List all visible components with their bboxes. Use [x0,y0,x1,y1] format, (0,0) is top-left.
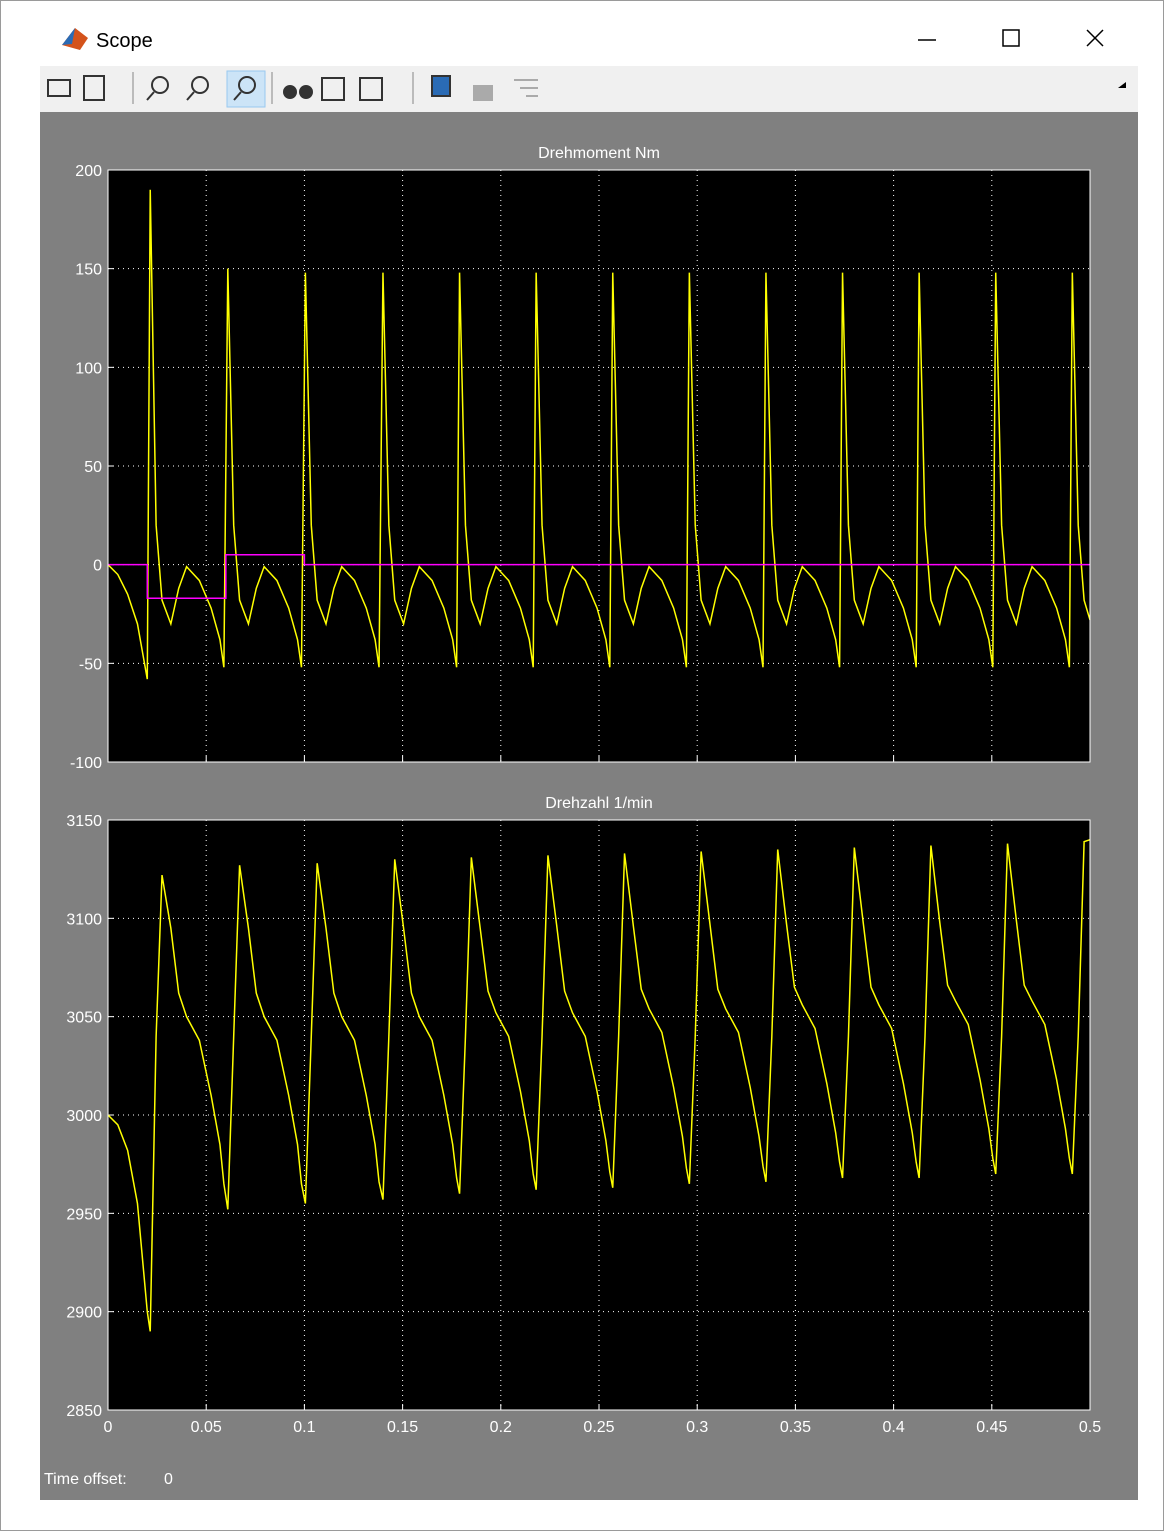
x-tick-label: 0.45 [976,1419,1007,1436]
y-tick-label: 100 [75,360,102,377]
x-tick-label: 0.35 [780,1419,811,1436]
y-tick-label: 3000 [66,1108,102,1125]
restore-axes-button[interactable] [359,77,383,101]
signal-selection-button[interactable] [514,79,538,97]
y-tick-label: 150 [75,262,102,279]
axes-frame [107,819,1091,1411]
y-tick-label: 50 [84,459,102,476]
time-offset-value: 0 [164,1471,173,1488]
x-tick-label: 0.1 [293,1419,315,1436]
autoscale-button[interactable] [283,85,313,99]
series-line [107,838,1091,1332]
y-tick-label: -50 [79,656,102,673]
x-tick-label: 0.3 [686,1419,708,1436]
series-line [107,189,1091,680]
zoom-button[interactable] [146,76,169,101]
y-tick-label: 3100 [66,911,102,928]
y-tick-label: 3050 [66,1010,102,1027]
toolbar-overflow[interactable] [1118,82,1126,88]
x-tick-label: 0.15 [387,1419,418,1436]
y-tick-label: 2900 [66,1305,102,1322]
params-button[interactable] [83,75,105,101]
window-title: Scope [96,30,153,52]
close-button[interactable] [1086,29,1104,47]
y-tick-label: 2950 [66,1206,102,1223]
series-line [108,554,1090,599]
floating-scope-button[interactable] [431,75,451,97]
toolbar [40,66,1138,112]
zoom-x-button[interactable] [186,76,209,101]
x-tick-label: 0.5 [1079,1419,1101,1436]
chart-title: Drehzahl 1/min [545,795,653,812]
save-axes-button[interactable] [321,77,345,101]
toolbar-icons [47,70,538,108]
axes-frame [107,169,1091,763]
maximize-button[interactable] [1002,29,1020,47]
y-tick-label: 200 [75,163,102,180]
y-tick-label: 0 [93,558,102,575]
zoom-y-glyph [233,76,256,101]
y-tick-label: 3150 [66,813,102,830]
lock-button[interactable] [473,85,493,101]
x-tick-label: 0.05 [191,1419,222,1436]
y-tick-label: -100 [70,755,102,772]
x-tick-label: 0 [104,1419,113,1436]
x-tick-label: 0.25 [583,1419,614,1436]
time-offset-label: Time offset: [44,1471,127,1488]
x-tick-label: 0.2 [490,1419,512,1436]
x-tick-label: 0.4 [882,1419,904,1436]
chart-title: Drehmoment Nm [538,145,660,162]
print-button[interactable] [47,79,71,97]
y-tick-label: 2850 [66,1403,102,1420]
app-icon [62,28,88,50]
